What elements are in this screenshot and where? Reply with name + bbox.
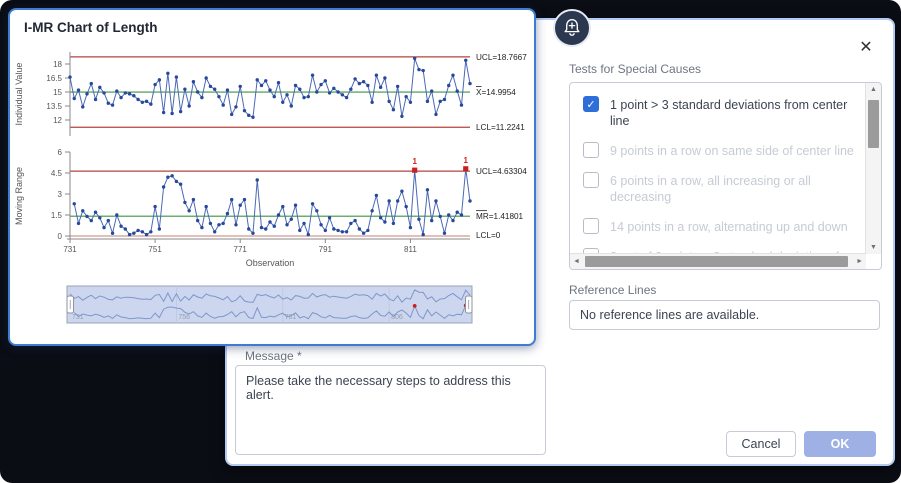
svg-text:UCL=18.7667: UCL=18.7667 [476, 53, 527, 62]
svg-text:3: 3 [58, 190, 63, 199]
svg-text:1: 1 [464, 156, 469, 165]
svg-text:4.5: 4.5 [51, 169, 63, 178]
svg-text:Moving Range: Moving Range [14, 167, 24, 225]
svg-text:Individual Value: Individual Value [14, 63, 24, 126]
test-item-label: 1 point > 3 standard deviations from cen… [610, 98, 848, 128]
ok-button[interactable]: OK [804, 431, 876, 457]
test-item-label: 2 out of 3 points > 2 standard deviation… [610, 248, 866, 254]
reference-lines-empty-text: No reference lines are available. [580, 308, 760, 322]
svg-text:6: 6 [58, 148, 63, 157]
test-item-label: 6 points in a row, all increasing or all… [610, 174, 811, 204]
scroll-down-icon[interactable]: ▼ [870, 244, 877, 251]
checkbox-icon [583, 218, 599, 234]
test-item-2: 6 points in a row, all increasing or all… [583, 172, 866, 205]
svg-text:LCL=0: LCL=0 [476, 231, 501, 240]
horizontal-scrollbar[interactable]: ◄ ► [570, 253, 866, 269]
svg-text:731: 731 [72, 314, 84, 321]
svg-text:771: 771 [234, 245, 248, 254]
tests-listbox: ✓ 1 point > 3 standard deviations from ce… [569, 82, 882, 270]
checkbox-checked-icon[interactable]: ✓ [583, 96, 599, 112]
svg-text:781: 781 [285, 314, 297, 321]
scroll-right-icon[interactable]: ► [856, 258, 863, 265]
scroll-left-icon[interactable]: ◄ [573, 258, 580, 265]
reference-lines-label: Reference Lines [569, 283, 657, 297]
test-item-4: 2 out of 3 points > 2 standard deviation… [583, 248, 866, 254]
chart-title: I-MR Chart of Length [24, 20, 158, 35]
reference-lines-box: No reference lines are available. [569, 300, 880, 330]
alert-bell-badge[interactable] [553, 9, 591, 47]
svg-text:0: 0 [58, 232, 63, 241]
imr-chart[interactable]: 12 13.5 15 16.5 18 UCL=18.7667 X=14.9954 LCL=11… [10, 40, 530, 340]
test-item-0[interactable]: ✓ 1 point > 3 standard deviations from ce… [583, 96, 866, 129]
svg-text:MR=1.41801: MR=1.41801 [476, 212, 524, 221]
svg-text:811: 811 [404, 245, 417, 254]
vertical-scrollbar[interactable]: ▲ ▼ [865, 83, 881, 254]
test-item-label: 9 points in a row on same side of center… [610, 144, 854, 158]
message-input[interactable]: Please take the necessary steps to addre… [235, 365, 546, 455]
svg-text:13.5: 13.5 [46, 102, 62, 111]
svg-text:LCL=11.2241: LCL=11.2241 [476, 123, 525, 132]
test-item-1: 9 points in a row on same side of center… [583, 142, 866, 159]
close-icon[interactable]: ✕ [859, 39, 873, 56]
imr-chart-card: I-MR Chart of Length 12 13.5 15 16.5 18 UCL=1… [8, 8, 536, 346]
svg-text:Observation: Observation [246, 258, 295, 268]
svg-text:756: 756 [178, 314, 190, 321]
test-item-label: 14 points in a row, alternating up and d… [610, 220, 848, 234]
test-item-3: 14 points in a row, alternating up and d… [583, 218, 866, 235]
horizontal-scroll-thumb[interactable] [585, 256, 848, 267]
checkbox-icon [583, 172, 599, 188]
message-label: Message * [245, 349, 302, 363]
svg-text:15: 15 [53, 88, 62, 97]
tests-items: ✓ 1 point > 3 standard deviations from ce… [570, 83, 866, 254]
svg-text:16.5: 16.5 [46, 74, 62, 83]
checkbox-icon [583, 142, 599, 158]
scroll-up-icon[interactable]: ▲ [870, 86, 877, 93]
svg-text:751: 751 [148, 245, 162, 254]
cancel-button[interactable]: Cancel [726, 431, 796, 457]
svg-text:806: 806 [391, 314, 403, 321]
svg-text:X=14.9954: X=14.9954 [476, 88, 516, 97]
svg-text:UCL=4.63304: UCL=4.63304 [476, 167, 527, 176]
tests-section-label: Tests for Special Causes [569, 62, 702, 76]
checkbox-icon [583, 248, 599, 254]
vertical-scroll-thumb[interactable] [868, 100, 879, 148]
svg-text:12: 12 [53, 116, 62, 125]
svg-text:1.5: 1.5 [51, 211, 63, 220]
svg-text:18: 18 [53, 60, 62, 69]
svg-text:791: 791 [319, 245, 333, 254]
bell-plus-icon [564, 19, 580, 36]
svg-text:731: 731 [63, 245, 77, 254]
svg-text:1: 1 [412, 157, 417, 166]
